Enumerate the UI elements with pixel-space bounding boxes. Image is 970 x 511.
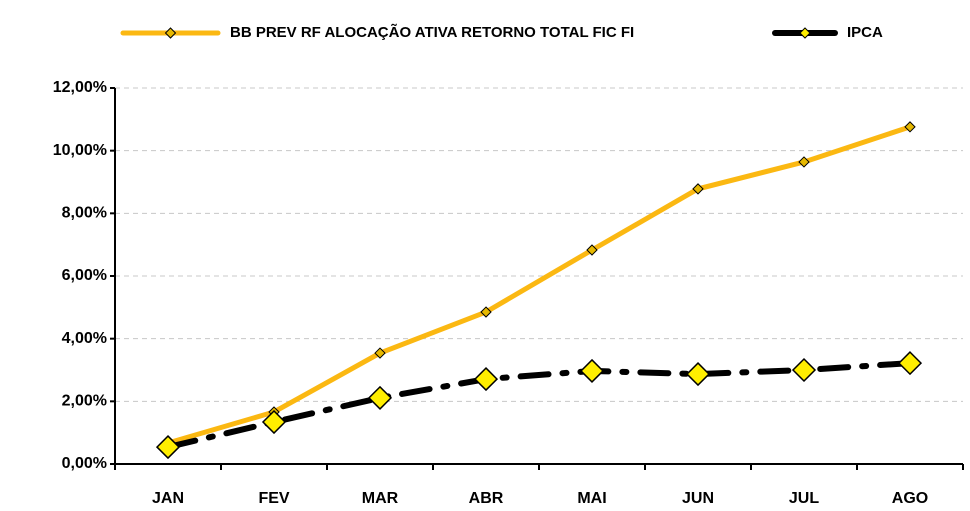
y-tick-label: 2,00% bbox=[62, 393, 107, 410]
legend-marker bbox=[164, 27, 177, 39]
x-tick-label: AGO bbox=[892, 490, 928, 507]
y-tick-label: 10,00% bbox=[53, 142, 107, 159]
x-tick-label: JUL bbox=[789, 490, 819, 507]
y-tick-label: 0,00% bbox=[62, 455, 107, 472]
point-marker bbox=[586, 244, 598, 256]
y-tick-label: 8,00% bbox=[62, 205, 107, 222]
point-marker bbox=[473, 367, 499, 392]
x-tick-label: ABR bbox=[469, 490, 504, 507]
point-marker bbox=[579, 358, 605, 384]
y-tick-label: 6,00% bbox=[62, 267, 107, 284]
series-line bbox=[165, 124, 913, 446]
series-line bbox=[165, 360, 913, 451]
y-tick-label: 12,00% bbox=[53, 79, 107, 96]
y-tick-label: 4,00% bbox=[62, 330, 107, 347]
x-tick-label: FEV bbox=[258, 490, 289, 507]
point-marker bbox=[374, 347, 386, 359]
point-marker bbox=[155, 435, 181, 460]
point-marker bbox=[897, 351, 923, 376]
legend-label: BB PREV RF ALOCAÇÃO ATIVA RETORNO TOTAL … bbox=[230, 23, 634, 41]
point-marker bbox=[261, 409, 287, 435]
point-marker bbox=[480, 306, 492, 318]
point-marker bbox=[798, 156, 810, 168]
legend-label: IPCA bbox=[847, 24, 883, 41]
x-tick-label: MAR bbox=[362, 490, 399, 507]
point-marker bbox=[685, 362, 711, 387]
x-tick-label: JUN bbox=[682, 490, 714, 507]
x-tick-label: JAN bbox=[152, 490, 184, 507]
point-marker bbox=[692, 183, 704, 195]
legend-marker bbox=[799, 27, 811, 39]
x-tick-label: MAI bbox=[577, 490, 606, 507]
point-marker bbox=[791, 357, 817, 383]
point-marker bbox=[367, 385, 393, 410]
point-marker bbox=[904, 121, 916, 133]
